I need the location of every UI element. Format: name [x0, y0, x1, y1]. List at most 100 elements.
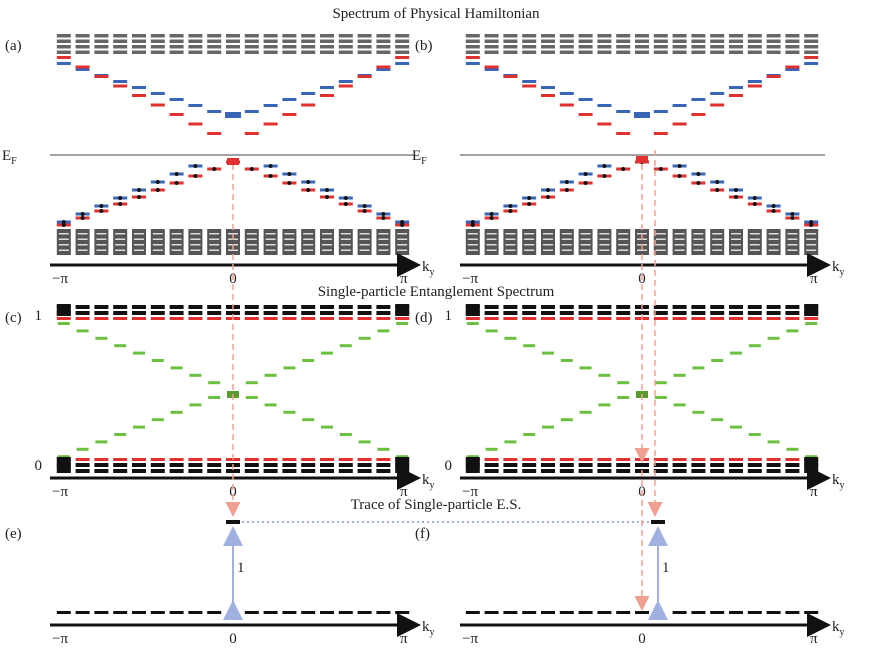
band-top — [710, 50, 725, 54]
es-level-red — [150, 458, 165, 461]
band-top — [484, 50, 499, 54]
occupied — [325, 195, 329, 199]
band-bottom-line — [209, 244, 220, 246]
occupied — [400, 223, 405, 227]
occupied — [564, 180, 569, 184]
es-level-red — [338, 317, 353, 320]
es-level — [150, 469, 165, 473]
es-level — [691, 469, 706, 473]
band-bottom — [169, 229, 184, 255]
band-top — [766, 34, 781, 38]
es-level — [376, 305, 391, 309]
es-edge — [465, 457, 480, 469]
band-bottom-line — [284, 244, 295, 246]
band-top — [169, 50, 184, 54]
es-level — [75, 469, 90, 473]
band-bottom-line — [467, 244, 478, 246]
band-top — [653, 45, 668, 49]
es-green — [805, 322, 818, 325]
es-level — [597, 469, 612, 473]
es-level — [338, 463, 353, 467]
occupied — [381, 216, 386, 220]
band-bottom-line — [115, 244, 126, 246]
es-level — [766, 311, 781, 315]
band-red — [672, 122, 687, 126]
occupied — [752, 196, 757, 200]
band-blue — [484, 68, 499, 71]
es-level-red — [559, 317, 574, 320]
band-top — [263, 50, 278, 54]
band-bottom-line — [322, 233, 332, 235]
es-level — [691, 305, 706, 309]
band-top — [169, 34, 184, 38]
es-level — [376, 311, 391, 315]
band-bottom-line — [618, 238, 629, 240]
es-green — [673, 403, 686, 407]
band-red — [263, 122, 278, 126]
band-top — [804, 39, 819, 43]
es-level — [672, 463, 687, 467]
band-top — [522, 34, 537, 38]
es-edge — [395, 304, 410, 316]
band-bottom-line — [284, 233, 295, 235]
es-level — [357, 305, 372, 309]
band-top — [710, 45, 725, 49]
es-level-red — [522, 458, 537, 461]
fermi-label-sub: F — [421, 156, 427, 167]
es-green — [189, 403, 202, 407]
es-level — [188, 305, 203, 309]
axis-label: −π — [52, 631, 68, 647]
occupied — [212, 167, 217, 171]
es-green — [377, 447, 390, 451]
band-red — [207, 132, 222, 135]
es-level — [710, 311, 725, 315]
es-level — [75, 305, 90, 309]
occupied — [118, 196, 123, 200]
band-blue — [616, 110, 631, 113]
band-bottom-line — [171, 238, 182, 240]
occupied — [677, 164, 682, 168]
band-bottom — [113, 229, 128, 255]
es-green — [598, 403, 611, 407]
axis-momentum: ky — [422, 472, 435, 491]
es-level — [804, 469, 819, 473]
es-level — [169, 469, 184, 473]
band-bottom-line — [303, 233, 314, 235]
band-bottom-line — [580, 233, 591, 235]
band-top — [244, 39, 259, 43]
band-top — [710, 39, 725, 43]
es-green — [114, 344, 127, 348]
es-green — [786, 447, 799, 451]
band-top — [226, 50, 240, 54]
occupied — [61, 223, 66, 227]
band-top — [94, 34, 109, 38]
band-top — [244, 34, 259, 38]
es-green — [76, 447, 89, 451]
band-top — [132, 34, 146, 38]
band-bottom-line — [749, 244, 760, 246]
es-level — [207, 311, 222, 315]
es-level — [541, 463, 555, 467]
band-bottom-line — [96, 233, 107, 235]
es-level — [357, 469, 372, 473]
es-level — [263, 469, 278, 473]
es-level — [207, 305, 222, 309]
band-bottom-line — [693, 233, 704, 235]
es-level-red — [653, 317, 668, 320]
band-top — [465, 39, 480, 43]
highlight — [636, 156, 648, 163]
band-bottom-line — [77, 249, 88, 251]
band-top — [56, 45, 71, 49]
es-level-red — [263, 458, 278, 461]
band-bottom-line — [265, 249, 276, 251]
band-bottom-line — [637, 249, 647, 251]
occupied — [268, 174, 273, 178]
es-green — [283, 410, 296, 414]
band-top — [578, 50, 593, 54]
es-level-red — [766, 317, 781, 320]
band-top — [75, 45, 90, 49]
band-bottom — [263, 229, 278, 255]
band-bottom-line — [359, 233, 370, 235]
band-top — [691, 45, 706, 49]
band-bottom-line — [749, 249, 760, 251]
